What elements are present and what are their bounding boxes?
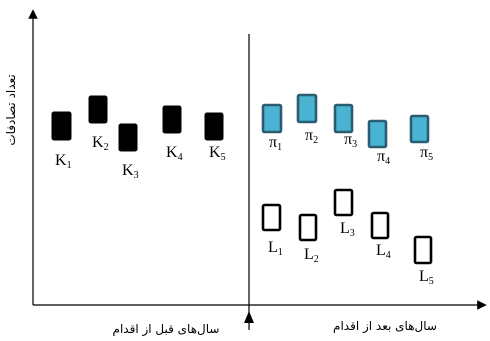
marker-k-2 — [88, 95, 108, 124]
marker-pi-5 — [409, 114, 430, 144]
intervention-arrow — [244, 311, 254, 323]
marker-l-1 — [261, 203, 282, 232]
marker-k-3 — [118, 123, 138, 152]
marker-l-3 — [333, 188, 354, 217]
marker-pi-2 — [296, 93, 318, 124]
label-k-2: K2 — [92, 134, 109, 153]
label-pi-4: π4 — [377, 148, 390, 167]
marker-k-5 — [204, 112, 224, 141]
x-axis-label-before: سال‌های قبل از اقدام — [113, 322, 220, 337]
label-l-1: L1 — [268, 239, 283, 258]
marker-l-5 — [413, 235, 433, 265]
x-axis-label-after: سال‌های بعد از اقدام — [333, 319, 437, 334]
y-axis-label: تعداد تصادفات — [4, 74, 18, 145]
label-pi-3: π3 — [344, 131, 357, 150]
marker-k-4 — [162, 105, 182, 134]
label-l-3: L3 — [340, 220, 355, 239]
label-pi-5: π5 — [420, 144, 433, 163]
marker-pi-1 — [261, 103, 283, 134]
label-pi-1: π1 — [269, 134, 282, 153]
label-l-4: L4 — [376, 242, 391, 261]
marker-groups: K1 K2 K3 K4 K5 π1 π2 π3 π4 π5 L1 L2 L3 L4 L5 — [51, 93, 434, 287]
label-l-5: L5 — [419, 268, 434, 287]
label-k-4: K4 — [166, 144, 183, 163]
marker-pi-3 — [333, 103, 354, 134]
label-k-1: K1 — [55, 152, 72, 171]
label-pi-2: π2 — [305, 127, 318, 146]
marker-pi-4 — [367, 119, 388, 149]
label-k-5: K5 — [209, 144, 226, 163]
marker-k-1 — [51, 111, 72, 141]
marker-l-2 — [298, 213, 318, 242]
label-k-3: K3 — [122, 162, 139, 181]
label-l-2: L2 — [304, 246, 319, 265]
marker-l-4 — [370, 211, 390, 240]
